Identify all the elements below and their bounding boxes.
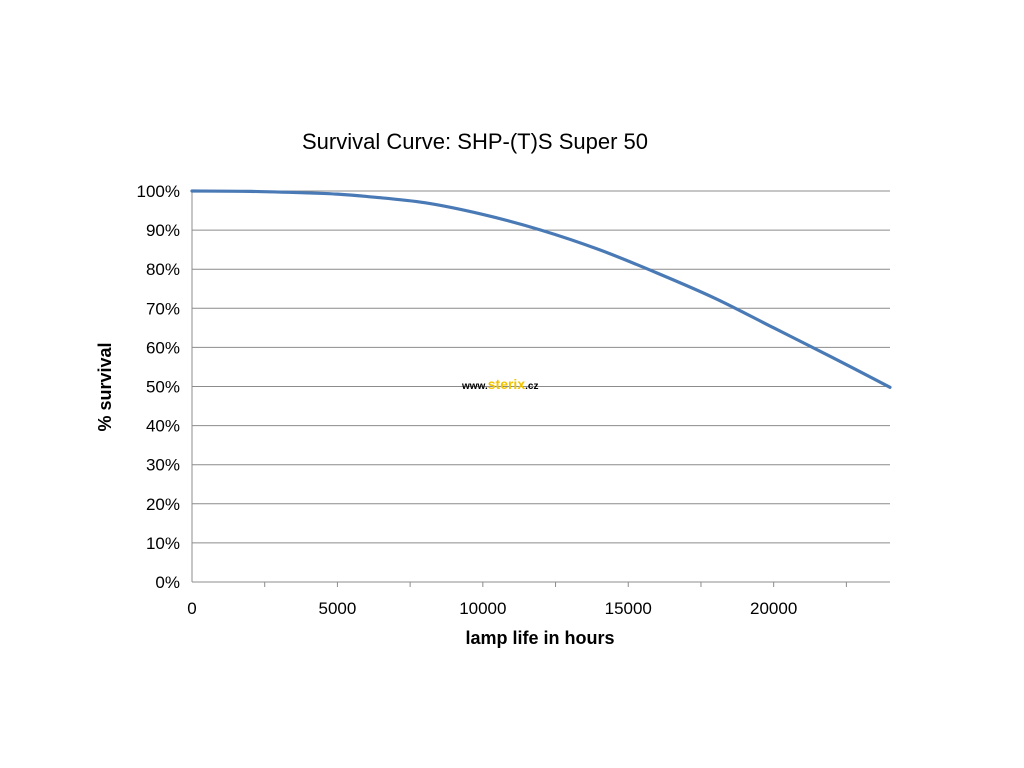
y-axis-label: % survival: [95, 342, 115, 431]
y-tick-label: 80%: [146, 260, 180, 279]
watermark: www.sterix.cz: [461, 376, 538, 392]
y-tick-label: 60%: [146, 338, 180, 357]
x-tick-label: 10000: [459, 599, 506, 618]
x-tick-label: 0: [187, 599, 196, 618]
watermark-brand: sterix: [488, 376, 526, 392]
y-tick-label: 100%: [137, 182, 180, 201]
series-group: [190, 189, 892, 389]
gridlines: [192, 190, 890, 583]
y-tick-label: 10%: [146, 534, 180, 553]
x-axis-label: lamp life in hours: [465, 628, 614, 648]
y-tick-label: 70%: [146, 299, 180, 318]
x-tick-label: 20000: [750, 599, 797, 618]
x-tick-label: 5000: [319, 599, 357, 618]
axes: [191, 191, 890, 587]
series-line: [190, 189, 892, 389]
y-tick-label: 90%: [146, 221, 180, 240]
x-tick-labels: 0 5000 10000 15000 20000: [187, 599, 797, 618]
watermark-prefix: www.: [461, 381, 488, 392]
y-tick-label: 20%: [146, 495, 180, 514]
y-tick-label: 50%: [146, 378, 180, 397]
y-tick-label: 30%: [146, 456, 180, 475]
chart-title: Survival Curve: SHP-(T)S Super 50: [302, 129, 648, 154]
y-tick-labels: 0% 10% 20% 30% 40% 50% 60% 70% 80% 90% 100%: [137, 182, 180, 592]
y-tick-label: 0%: [155, 573, 180, 592]
y-tick-label: 40%: [146, 417, 180, 436]
x-tick-label: 15000: [605, 599, 652, 618]
watermark-suffix: .cz: [525, 381, 538, 392]
